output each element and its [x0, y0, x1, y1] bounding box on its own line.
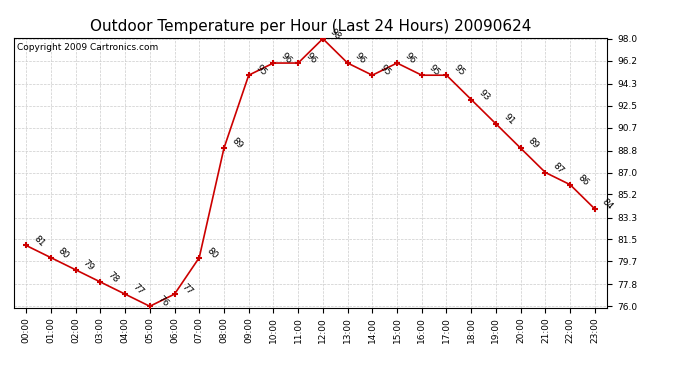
- Text: 77: 77: [130, 282, 145, 297]
- Text: 96: 96: [402, 51, 417, 66]
- Text: 77: 77: [180, 282, 195, 297]
- Text: 81: 81: [32, 234, 46, 248]
- Text: 95: 95: [254, 63, 268, 78]
- Text: 80: 80: [57, 246, 71, 260]
- Text: 80: 80: [205, 246, 219, 260]
- Text: 86: 86: [575, 173, 590, 187]
- Text: 95: 95: [452, 63, 466, 78]
- Text: 91: 91: [502, 112, 516, 126]
- Text: 84: 84: [600, 197, 615, 211]
- Text: 96: 96: [279, 51, 293, 66]
- Text: 95: 95: [427, 63, 442, 78]
- Text: 98: 98: [328, 27, 343, 41]
- Text: 76: 76: [155, 294, 170, 309]
- Text: Copyright 2009 Cartronics.com: Copyright 2009 Cartronics.com: [17, 43, 158, 52]
- Text: 89: 89: [230, 136, 244, 151]
- Text: 79: 79: [81, 258, 96, 272]
- Text: 96: 96: [304, 51, 318, 66]
- Text: 95: 95: [378, 63, 393, 78]
- Text: 93: 93: [477, 88, 491, 102]
- Text: 78: 78: [106, 270, 120, 285]
- Title: Outdoor Temperature per Hour (Last 24 Hours) 20090624: Outdoor Temperature per Hour (Last 24 Ho…: [90, 18, 531, 33]
- Text: 96: 96: [353, 51, 368, 66]
- Text: 89: 89: [526, 136, 541, 151]
- Text: 87: 87: [551, 160, 565, 175]
